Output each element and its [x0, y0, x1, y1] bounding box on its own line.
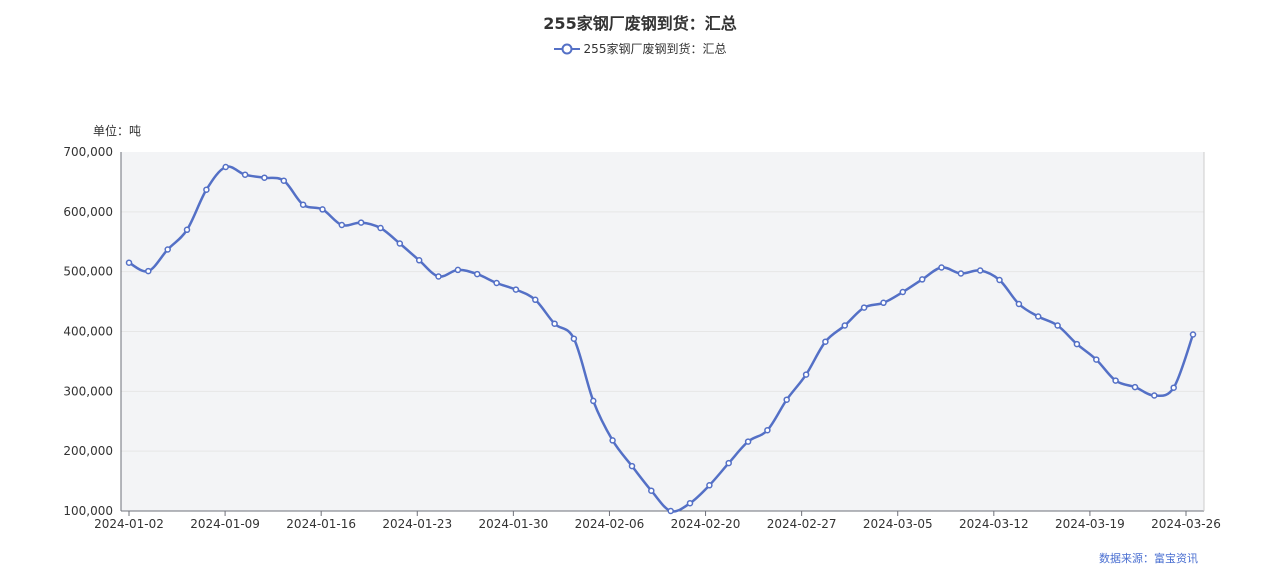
- data-point[interactable]: [241, 171, 249, 178]
- data-point[interactable]: [590, 397, 597, 405]
- data-point[interactable]: [1131, 383, 1139, 391]
- data-point[interactable]: [377, 224, 384, 232]
- data-point[interactable]: [783, 396, 790, 403]
- data-point[interactable]: [551, 320, 558, 327]
- data-source[interactable]: 数据来源：富宝资讯: [1099, 552, 1198, 565]
- data-point[interactable]: [686, 499, 694, 507]
- y-tick-label: 200,000: [63, 444, 113, 458]
- data-point[interactable]: [764, 426, 771, 434]
- data-point[interactable]: [203, 186, 210, 193]
- y-tick-label: 500,000: [63, 265, 113, 279]
- data-point[interactable]: [744, 438, 752, 445]
- data-point[interactable]: [899, 288, 907, 296]
- data-point[interactable]: [880, 299, 887, 307]
- x-tick-label: 2024-02-06: [575, 517, 645, 531]
- x-tick-label: 2024-02-27: [767, 517, 837, 531]
- data-point[interactable]: [435, 273, 442, 280]
- data-point[interactable]: [938, 264, 945, 271]
- data-point[interactable]: [822, 338, 829, 345]
- data-point[interactable]: [125, 259, 133, 266]
- data-point[interactable]: [1112, 377, 1119, 384]
- data-point[interactable]: [1073, 340, 1081, 348]
- x-tick-label: 2024-01-30: [478, 517, 548, 531]
- chart-title: 255家钢厂废钢到货：汇总: [543, 14, 737, 33]
- legend[interactable]: 255家钢厂废钢到货：汇总: [0, 40, 1280, 57]
- data-point[interactable]: [918, 276, 926, 283]
- data-point[interactable]: [1015, 300, 1023, 308]
- data-point[interactable]: [976, 267, 984, 274]
- data-point[interactable]: [145, 267, 152, 275]
- data-point[interactable]: [957, 270, 965, 277]
- legend-line-marker: [553, 43, 580, 54]
- series-points: [125, 163, 1197, 515]
- x-tick-label: 2024-03-26: [1151, 517, 1221, 531]
- data-point[interactable]: [357, 219, 365, 226]
- grid-lines: [121, 211, 1204, 452]
- unit-label: 单位：吨: [93, 124, 142, 138]
- data-point[interactable]: [415, 257, 423, 264]
- data-point[interactable]: [1093, 356, 1100, 363]
- data-point[interactable]: [628, 462, 636, 470]
- x-axis-ticks: 2024-01-02 2024-01-09 2024-01-16 2024-01-23…: [94, 511, 1221, 531]
- data-point[interactable]: [841, 322, 849, 329]
- y-tick-label: 100,000: [63, 504, 113, 518]
- data-point[interactable]: [725, 459, 732, 467]
- legend-label: 255家钢厂废钢到货：汇总: [583, 42, 727, 56]
- data-point[interactable]: [996, 276, 1003, 284]
- data-point[interactable]: [706, 482, 713, 489]
- data-point[interactable]: [532, 296, 539, 304]
- data-point[interactable]: [1189, 331, 1197, 338]
- axes: [120, 152, 1205, 512]
- data-point[interactable]: [667, 507, 674, 515]
- data-point[interactable]: [222, 163, 229, 171]
- data-point[interactable]: [183, 226, 191, 234]
- data-point[interactable]: [473, 270, 481, 278]
- data-point[interactable]: [396, 240, 404, 247]
- y-tick-label: 400,000: [63, 325, 113, 339]
- data-point[interactable]: [1151, 392, 1158, 399]
- x-tick-label: 2024-03-19: [1055, 517, 1125, 531]
- data-point[interactable]: [261, 174, 268, 181]
- data-point[interactable]: [570, 335, 578, 342]
- x-tick-label: 2024-02-20: [671, 517, 741, 531]
- data-point[interactable]: [860, 304, 868, 311]
- data-point[interactable]: [164, 246, 171, 253]
- x-tick-label: 2024-01-23: [382, 517, 452, 531]
- data-point[interactable]: [609, 437, 616, 444]
- data-point[interactable]: [493, 279, 500, 287]
- data-point[interactable]: [319, 206, 326, 213]
- data-point[interactable]: [280, 177, 288, 184]
- x-tick-label: 2024-01-09: [190, 517, 260, 531]
- data-point[interactable]: [299, 201, 307, 208]
- y-tick-label: 600,000: [63, 205, 113, 219]
- data-point[interactable]: [1034, 313, 1042, 320]
- x-tick-label: 2024-03-05: [863, 517, 933, 531]
- x-tick-label: 2024-01-02: [94, 517, 164, 531]
- data-point[interactable]: [1170, 384, 1177, 391]
- x-tick-label: 2024-01-16: [286, 517, 356, 531]
- data-point[interactable]: [454, 266, 462, 274]
- y-axis-ticks: 100,000 200,000 300,000 400,000 500,000 600,0…: [63, 145, 113, 518]
- data-point[interactable]: [512, 286, 520, 293]
- data-point[interactable]: [338, 221, 346, 229]
- data-point[interactable]: [1054, 322, 1061, 329]
- data-point[interactable]: [648, 487, 655, 494]
- y-tick-label: 700,000: [63, 145, 113, 159]
- data-point[interactable]: [802, 371, 810, 378]
- y-tick-label: 300,000: [63, 384, 113, 398]
- x-tick-label: 2024-03-12: [959, 517, 1029, 531]
